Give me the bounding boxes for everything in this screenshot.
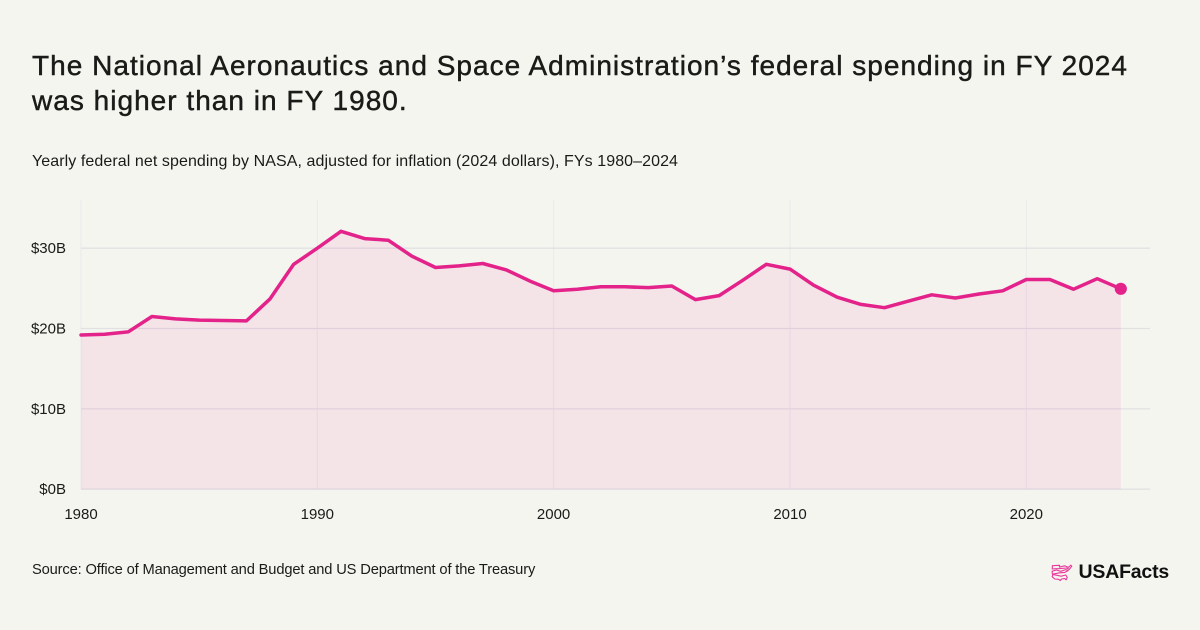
svg-text:2010: 2010 [773, 506, 806, 523]
svg-text:1990: 1990 [301, 506, 334, 523]
svg-text:$10B: $10B [31, 401, 66, 418]
svg-text:2020: 2020 [1010, 506, 1043, 523]
svg-text:$0B: $0B [39, 481, 66, 498]
svg-text:2000: 2000 [537, 506, 570, 523]
svg-text:1980: 1980 [64, 506, 97, 523]
svg-text:$20B: $20B [31, 321, 66, 338]
svg-text:$30B: $30B [31, 240, 66, 257]
